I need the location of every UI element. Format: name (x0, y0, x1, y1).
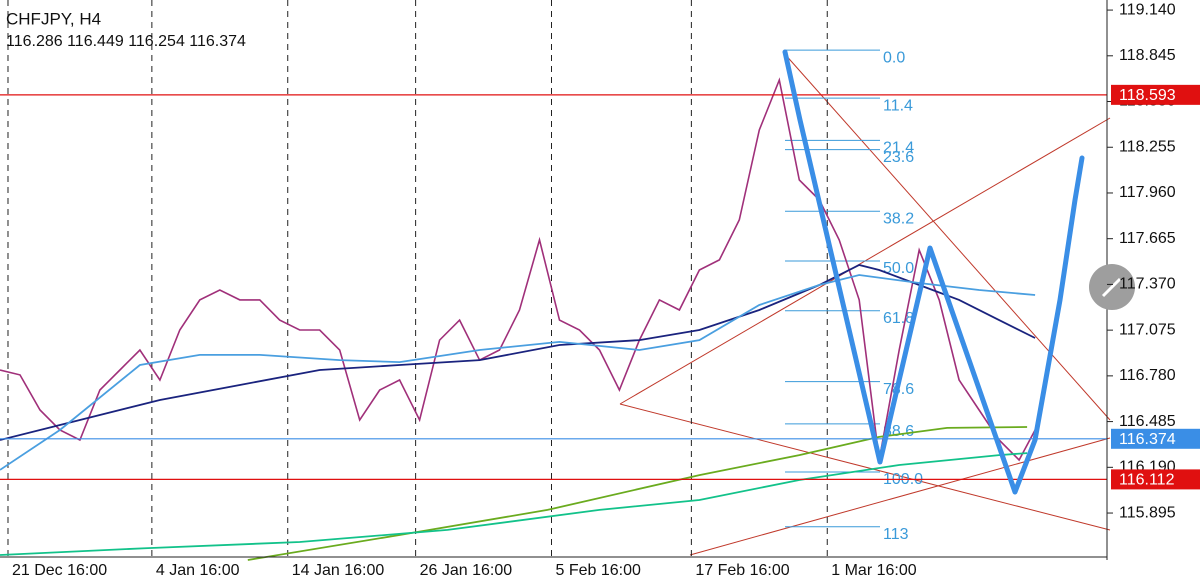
price-tag (1111, 84, 1200, 105)
chart-title: CHFJPY, H4 (6, 9, 101, 28)
y-tick-label: 117.960 (1119, 184, 1176, 201)
price-tag-label: 116.374 (1119, 431, 1176, 448)
y-tick-label: 115.895 (1119, 504, 1176, 521)
plot: 21 Dec 16:00 4 Jan 16:00 14 Jan 16:00 26 Ja… (0, 0, 1107, 579)
x-tick-label: 4 Jan 16:00 (156, 562, 240, 579)
fib-label: 0.0 (883, 49, 905, 66)
x-tick-label: 26 Jan 16:00 (420, 562, 513, 579)
fib-label: 38.2 (883, 210, 914, 227)
fib-label: 61.8 (883, 310, 914, 327)
y-tick-label: 117.665 (1119, 230, 1176, 247)
y-tick-label: 118.255 (1119, 138, 1176, 155)
y-tick-label: 117.075 (1119, 321, 1176, 338)
price-line-series (0, 264, 1036, 441)
y-tick-label: 118.845 (1119, 47, 1176, 64)
price-line-series (0, 452, 1028, 556)
draw-button[interactable] (1089, 264, 1135, 310)
x-tick-label: 14 Jan 16:00 (292, 562, 385, 579)
fib-label: 23.6 (883, 149, 914, 166)
x-tick-label: 5 Feb 16:00 (556, 562, 642, 579)
fib-label: 21.4 (883, 140, 914, 157)
ohlc-values: 116.286 116.449 116.254 116.374 (6, 33, 246, 50)
y-tick-label: 116.780 (1119, 367, 1176, 384)
price-tag (1111, 428, 1200, 449)
price-line-series (247, 426, 1028, 561)
x-tick-label: 17 Feb 16:00 (695, 562, 789, 579)
y-tick-label: 117.370 (1119, 276, 1176, 293)
price-tag-label: 116.112 (1119, 472, 1175, 489)
price-tag (1111, 469, 1200, 490)
price-tag-label: 118.593 (1119, 87, 1176, 104)
price-line-series (0, 77, 1036, 462)
fib-label: 113 (883, 526, 909, 543)
y-tick-label: 116.485 (1119, 413, 1176, 430)
price-line-series (0, 274, 1036, 471)
pencil-icon (1101, 277, 1122, 298)
fib-label: 50.0 (883, 260, 914, 277)
x-tick-label: 21 Dec 16:00 (12, 562, 107, 579)
hand-drawn-pattern (782, 49, 1085, 495)
fib-label: 11.4 (883, 97, 913, 114)
y-tick-label: 119.140 (1119, 1, 1176, 18)
x-tick-label: 1 Mar 16:00 (831, 562, 916, 579)
